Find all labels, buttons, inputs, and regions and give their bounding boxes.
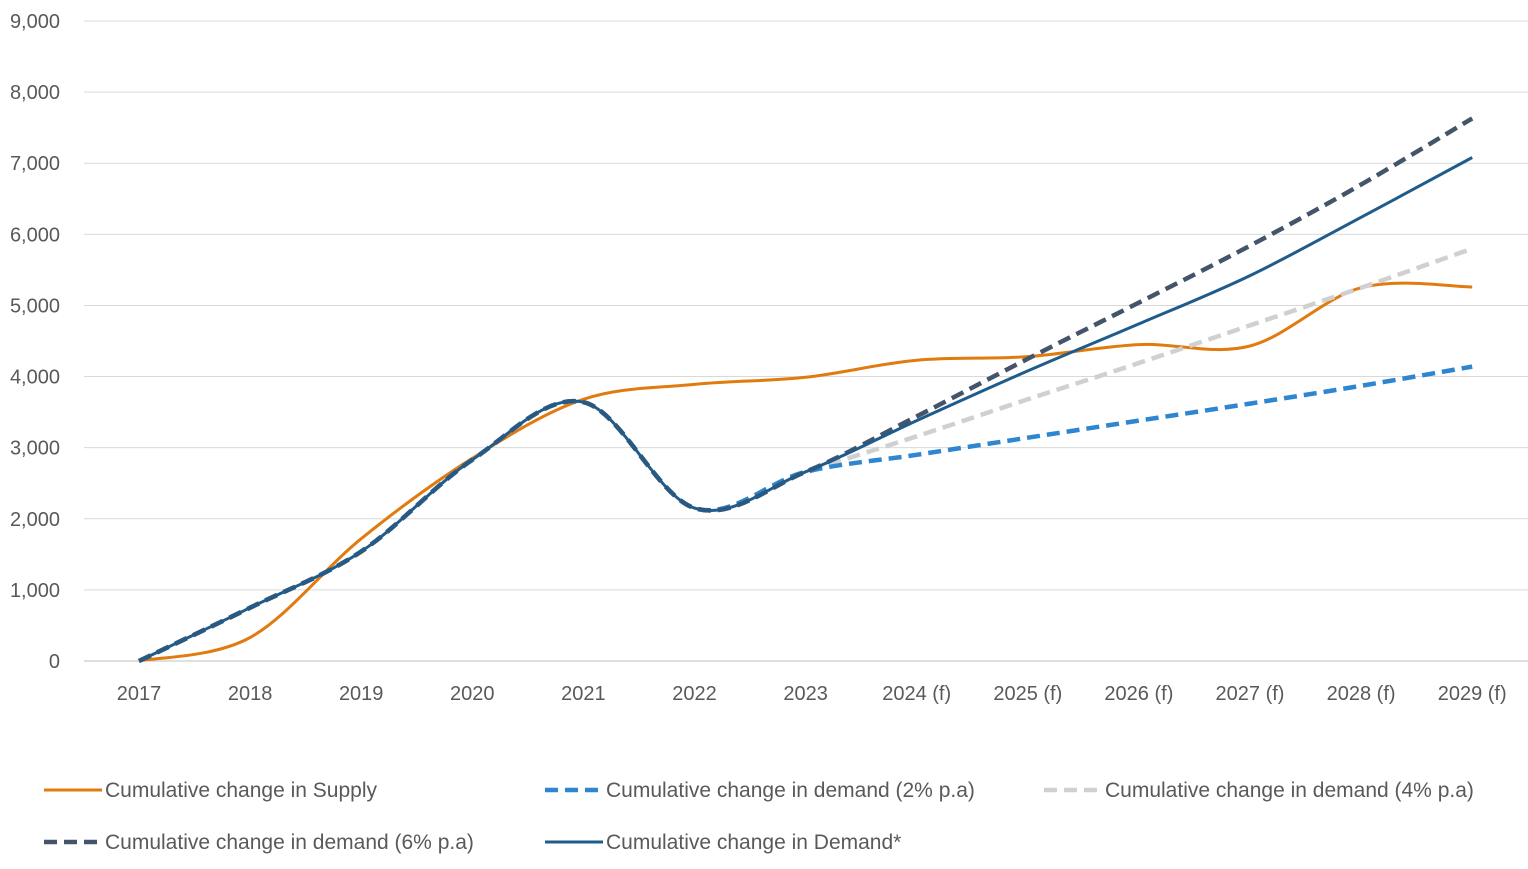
legend-item-demand-6pct: Cumulative change in demand (6% p.a) <box>44 831 474 854</box>
series-lines <box>138 116 1474 664</box>
y-tick-label: 6,000 <box>10 224 60 246</box>
x-tick-label: 2025 (f) <box>993 683 1062 705</box>
series-line-supply <box>138 281 1473 663</box>
legend-item-demand-star: Cumulative change in Demand* <box>545 831 901 854</box>
y-tick-label: 4,000 <box>10 367 60 389</box>
y-tick-label: 2,000 <box>10 509 60 531</box>
legend-item-demand-4pct: Cumulative change in demand (4% p.a) <box>1044 779 1474 802</box>
series-line-demand-6pct <box>138 116 1474 664</box>
x-tick-label: 2018 <box>228 683 273 705</box>
x-tick-label: 2028 (f) <box>1327 683 1396 705</box>
x-tick-label: 2022 <box>672 683 717 705</box>
y-axis: 0 1,000 2,000 3,000 4,000 5,000 6,000 7,000 8,00… <box>10 11 60 673</box>
legend-item-demand-2pct: Cumulative change in demand (2% p.a) <box>545 779 975 802</box>
x-tick-label: 2019 <box>339 683 384 705</box>
x-tick-label: 2026 (f) <box>1104 683 1173 705</box>
y-tick-label: 1,000 <box>10 580 60 602</box>
x-tick-label: 2021 <box>561 683 606 705</box>
legend-label: Cumulative change in demand (6% p.a) <box>105 831 474 854</box>
legend-label: Cumulative change in Supply <box>105 779 377 802</box>
y-tick-label: 0 <box>49 651 60 673</box>
x-tick-label: 2023 <box>783 683 828 705</box>
y-tick-label: 7,000 <box>10 153 60 175</box>
legend-item-supply: Cumulative change in Supply <box>44 779 377 802</box>
series-line-demand-2pct <box>138 364 1473 664</box>
y-tick-label: 9,000 <box>10 11 60 33</box>
series-line-demand-star <box>138 156 1473 663</box>
y-tick-label: 5,000 <box>10 295 60 317</box>
legend-label: Cumulative change in demand (2% p.a) <box>606 779 975 802</box>
gridlines <box>84 20 1528 662</box>
x-axis: 2017 2018 2019 2020 2021 2022 2023 2024 (f) 2025… <box>117 683 1507 705</box>
x-tick-label: 2020 <box>450 683 495 705</box>
x-tick-label: 2024 (f) <box>882 683 951 705</box>
y-tick-label: 8,000 <box>10 82 60 104</box>
y-tick-label: 3,000 <box>10 438 60 460</box>
x-tick-label: 2029 (f) <box>1438 683 1507 705</box>
legend: Cumulative change in Supply Cumulative ch… <box>44 779 1474 854</box>
x-tick-label: 2027 (f) <box>1216 683 1285 705</box>
series-line-demand-4pct <box>138 246 1473 664</box>
x-tick-label: 2017 <box>117 683 162 705</box>
legend-label: Cumulative change in Demand* <box>606 831 901 854</box>
legend-label: Cumulative change in demand (4% p.a) <box>1105 779 1474 802</box>
